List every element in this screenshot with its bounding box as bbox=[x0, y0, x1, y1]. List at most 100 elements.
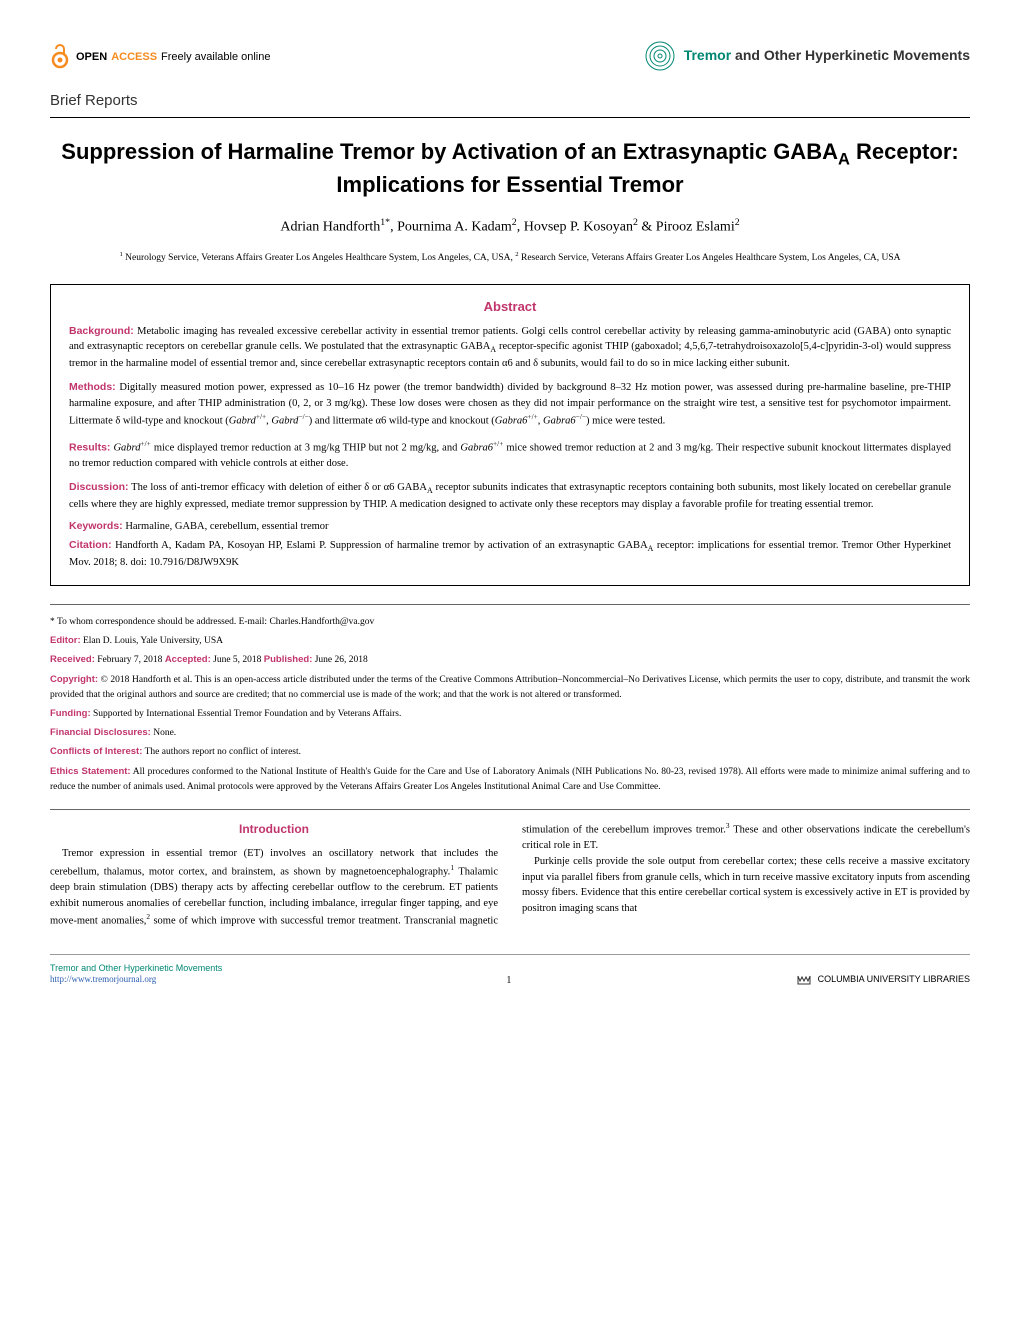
discussion-text: The loss of anti-tremor efficacy with de… bbox=[129, 482, 427, 493]
ethics-text: All procedures conformed to the National… bbox=[50, 767, 970, 792]
keywords-line: Keywords: Harmaline, GABA, cerebellum, e… bbox=[69, 520, 951, 532]
footer-journal-title: Tremor and Other Hyperkinetic Movements bbox=[50, 963, 222, 975]
dates-row: Received: February 7, 2018 Accepted: Jun… bbox=[50, 652, 970, 668]
background-label: Background: bbox=[69, 325, 134, 337]
accepted: June 5, 2018 bbox=[211, 655, 264, 665]
crown-icon bbox=[796, 972, 812, 986]
footer-page-num: 1 bbox=[506, 975, 511, 986]
keywords-label: Keywords: bbox=[69, 520, 123, 532]
methods-sup3: +/+ bbox=[527, 412, 537, 421]
intro-para-2: Purkinje cells provide the sole output f… bbox=[522, 854, 970, 917]
received: February 7, 2018 bbox=[95, 655, 165, 665]
oa-tagline: Freely available online bbox=[161, 51, 270, 63]
author-sep-3: & Pirooz Eslami bbox=[638, 220, 735, 235]
citation-label: Citation: bbox=[69, 539, 112, 551]
methods-text3: ) and littermate α6 wild-type and knocko… bbox=[309, 416, 495, 427]
methods-sup4: −/− bbox=[576, 412, 586, 421]
footer-right: COLUMBIA UNIVERSITY LIBRARIES bbox=[796, 972, 970, 986]
author-1-sup: 1* bbox=[380, 217, 390, 228]
financial-text: None. bbox=[151, 728, 176, 738]
accepted-label: Accepted: bbox=[165, 654, 211, 665]
editor-text: Elan D. Louis, Yale University, USA bbox=[81, 636, 223, 646]
methods-geno1: Gabrd bbox=[229, 416, 256, 427]
copyright-label: Copyright: bbox=[50, 674, 98, 685]
page-container: OPEN ACCESS Freely available online Trem… bbox=[0, 0, 1020, 1026]
title-sub: A bbox=[838, 150, 850, 168]
published-label: Published: bbox=[264, 654, 313, 665]
p1a: Tremor expression in essential tremor (E… bbox=[50, 848, 498, 877]
journal-name: Tremor and Other Hyperkinetic Movements bbox=[684, 47, 970, 65]
article-title: Suppression of Harmaline Tremor by Activ… bbox=[50, 138, 970, 199]
oa-open: OPEN bbox=[76, 51, 107, 63]
authors-line: Adrian Handforth1*, Pournima A. Kadam 2 , … bbox=[50, 217, 970, 236]
header-row: OPEN ACCESS Freely available online Trem… bbox=[50, 40, 970, 72]
results-geno1: Gabrd bbox=[113, 442, 140, 453]
methods-label: Methods: bbox=[69, 381, 116, 393]
journal-rest: and Other Hyperkinetic Movements bbox=[731, 47, 970, 63]
received-label: Received: bbox=[50, 654, 95, 665]
correspondence: * To whom correspondence should be addre… bbox=[50, 615, 970, 630]
conflicts-text: The authors report no conflict of intere… bbox=[142, 747, 301, 757]
funding-row: Funding: Supported by International Esse… bbox=[50, 706, 970, 722]
results-text2: mice displayed tremor reduction at 3 mg/… bbox=[151, 442, 461, 453]
meta-divider-top bbox=[50, 604, 970, 605]
divider-top bbox=[50, 117, 970, 118]
methods-geno4: Gabra6 bbox=[543, 416, 576, 427]
methods-sup1: +/+ bbox=[256, 412, 266, 421]
aff-1: Neurology Service, Veterans Affairs Grea… bbox=[123, 253, 516, 263]
copyright-text: © 2018 Handforth et al. This is an open-… bbox=[50, 675, 970, 700]
citation-text: Handforth A, Kadam PA, Kosoyan HP, Eslam… bbox=[112, 540, 648, 551]
methods-geno3: Gabra6 bbox=[495, 416, 528, 427]
discussion-label: Discussion: bbox=[69, 481, 129, 493]
footer: Tremor and Other Hyperkinetic Movements … bbox=[50, 954, 970, 986]
editor-row: Editor: Elan D. Louis, Yale University, … bbox=[50, 633, 970, 649]
results-label: Results: bbox=[69, 441, 110, 453]
conflicts-row: Conflicts of Interest: The authors repor… bbox=[50, 744, 970, 760]
journal-tremor: Tremor bbox=[684, 47, 731, 63]
section-label: Brief Reports bbox=[50, 92, 970, 109]
author-sep-2: , Hovsep P. Kosoyan bbox=[517, 220, 633, 235]
journal-badge: Tremor and Other Hyperkinetic Movements bbox=[644, 40, 970, 72]
open-access-text: OPEN ACCESS Freely available online bbox=[76, 47, 270, 65]
abstract-heading: Abstract bbox=[69, 299, 951, 314]
meta-block: * To whom correspondence should be addre… bbox=[50, 615, 970, 795]
funding-label: Funding: bbox=[50, 708, 91, 719]
methods-text5: ) mice were tested. bbox=[586, 416, 665, 427]
meta-divider-bottom bbox=[50, 809, 970, 810]
financial-label: Financial Disclosures: bbox=[50, 727, 151, 738]
financial-row: Financial Disclosures: None. bbox=[50, 725, 970, 741]
affiliations: 1 Neurology Service, Veterans Affairs Gr… bbox=[50, 250, 970, 265]
p1c: ment anomalies, bbox=[77, 916, 147, 927]
editor-label: Editor: bbox=[50, 635, 81, 646]
author-sep-1: , Pournima A. Kadam bbox=[390, 220, 512, 235]
abstract-discussion: Discussion: The loss of anti-tremor effi… bbox=[69, 480, 951, 513]
results-geno2: Gabra6 bbox=[460, 442, 493, 453]
methods-sup2: −/− bbox=[298, 412, 308, 421]
intro-heading: Introduction bbox=[50, 820, 498, 838]
author-1: Adrian Handforth bbox=[280, 220, 380, 235]
keywords-text: Harmaline, GABA, cerebellum, essential t… bbox=[123, 521, 329, 532]
results-sup2: +/+ bbox=[493, 439, 503, 448]
open-access-badge: OPEN ACCESS Freely available online bbox=[50, 42, 270, 70]
footer-url: http://www.tremorjournal.org bbox=[50, 974, 222, 986]
author-4-sup: 2 bbox=[735, 217, 740, 228]
ethics-label: Ethics Statement: bbox=[50, 766, 131, 777]
abstract-background: Background: Metabolic imaging has reveal… bbox=[69, 324, 951, 372]
abstract-results: Results: Gabrd+/+ mice displayed tremor … bbox=[69, 438, 951, 472]
footer-left: Tremor and Other Hyperkinetic Movements … bbox=[50, 963, 222, 986]
copyright-row: Copyright: © 2018 Handforth et al. This … bbox=[50, 672, 970, 703]
published: June 26, 2018 bbox=[312, 655, 367, 665]
results-sup1: +/+ bbox=[140, 439, 150, 448]
conflicts-label: Conflicts of Interest: bbox=[50, 746, 142, 757]
fingerprint-icon bbox=[644, 40, 676, 72]
citation-line: Citation: Handforth A, Kadam PA, Kosoyan… bbox=[69, 538, 951, 571]
ethics-row: Ethics Statement: All procedures conform… bbox=[50, 764, 970, 795]
funding-text: Supported by International Essential Tre… bbox=[91, 709, 402, 719]
footer-libraries: COLUMBIA UNIVERSITY LIBRARIES bbox=[818, 974, 970, 984]
body-columns: Introduction Tremor expression in essent… bbox=[50, 820, 970, 930]
abstract-methods: Methods: Digitally measured motion power… bbox=[69, 380, 951, 430]
abstract-box: Abstract Background: Metabolic imaging h… bbox=[50, 284, 970, 586]
oa-access: ACCESS bbox=[111, 51, 157, 63]
open-access-icon bbox=[50, 42, 70, 70]
aff-2: Research Service, Veterans Affairs Great… bbox=[519, 253, 901, 263]
